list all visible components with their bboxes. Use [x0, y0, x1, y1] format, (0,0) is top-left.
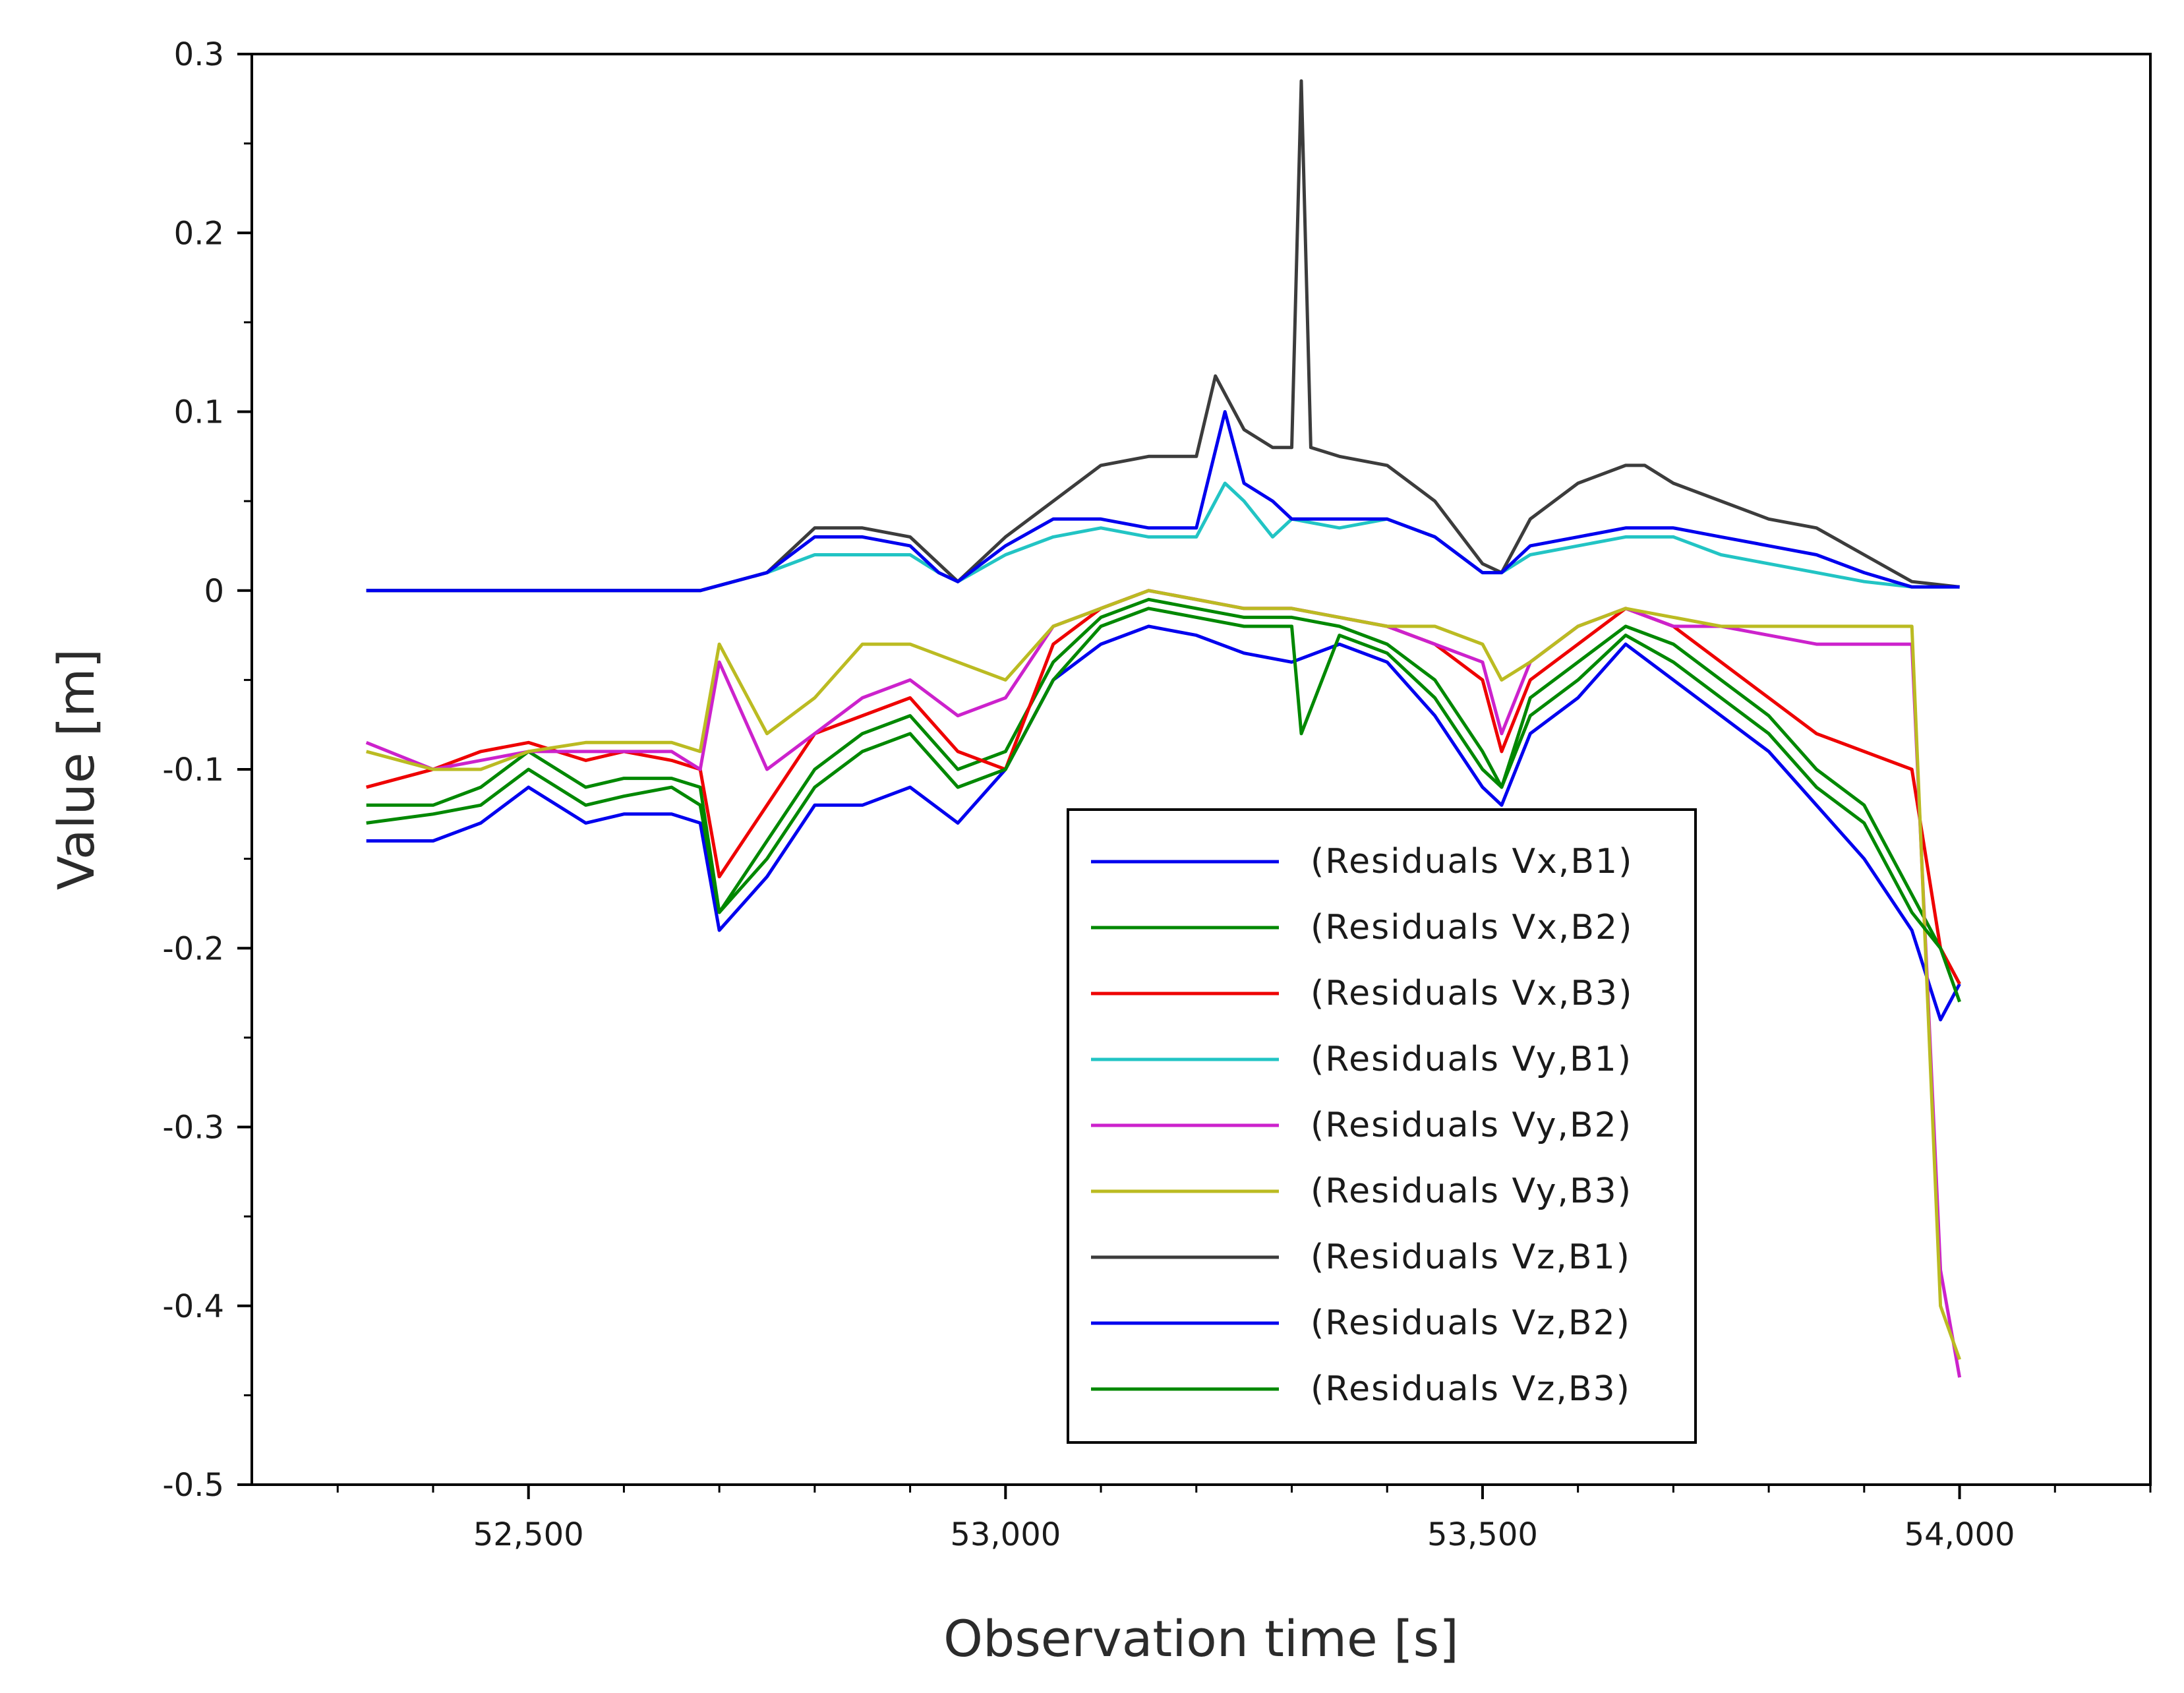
- x-tick-label: 53,500: [1427, 1516, 1538, 1553]
- legend-item: (Residuals Vy,B3): [1091, 1172, 1632, 1211]
- legend-label: (Residuals Vx,B1): [1311, 842, 1633, 881]
- legend-label: (Residuals Vx,B3): [1311, 974, 1633, 1013]
- legend-label: (Residuals Vy,B1): [1311, 1040, 1632, 1079]
- series-line-6: [366, 589, 1961, 1360]
- legend-item: (Residuals Vx,B1): [1091, 842, 1633, 881]
- legend: (Residuals Vx,B1) (Residuals Vx,B2) (Resid…: [1067, 808, 1697, 1444]
- y-tick-label: -0.3: [162, 1110, 224, 1146]
- series-layer: [365, 79, 1962, 1378]
- x-tick-label: 53,000: [950, 1516, 1061, 1553]
- legend-label: (Residuals Vx,B2): [1311, 908, 1633, 947]
- y-axis-title: Value [m]: [47, 649, 105, 890]
- series-line-4: [366, 481, 1960, 593]
- series-line-8: [366, 410, 1960, 593]
- ticks-layer: 0.3 0.2 0.1 0 -0.1 -0.2 -0.3 -0.4 -0.5 52,500 53,0…: [162, 36, 2152, 1553]
- x-tick-label: 52,500: [473, 1516, 584, 1553]
- series-line-1: [366, 624, 1961, 1022]
- y-tick-label: 0.1: [174, 394, 224, 431]
- y-tick-label: 0.2: [174, 215, 224, 252]
- legend-item: (Residuals Vz,B1): [1091, 1237, 1631, 1277]
- legend-item: (Residuals Vz,B3): [1091, 1369, 1631, 1409]
- x-axis-title: Observation time [s]: [943, 1609, 1459, 1668]
- legend-label: (Residuals Vz,B2): [1311, 1303, 1631, 1343]
- legend-item: (Residuals Vz,B2): [1091, 1303, 1631, 1343]
- y-tick-label: -0.5: [162, 1467, 224, 1504]
- series-line-7: [366, 79, 1960, 593]
- x-tick-label: 54,000: [1904, 1516, 2015, 1553]
- y-tick-label: -0.2: [162, 930, 224, 967]
- legend-label: (Residuals Vz,B1): [1311, 1237, 1631, 1277]
- series-line-2: [366, 597, 1961, 985]
- legend-label: (Residuals Vy,B2): [1311, 1106, 1632, 1145]
- y-tick-label: 0.3: [174, 36, 224, 73]
- y-tick-label: -0.4: [162, 1288, 224, 1325]
- legend-item: (Residuals Vx,B2): [1091, 908, 1633, 947]
- legend-item: (Residuals Vy,B2): [1091, 1106, 1632, 1145]
- legend-label: (Residuals Vz,B3): [1311, 1369, 1631, 1409]
- y-tick-label: -0.1: [162, 752, 224, 788]
- legend-label: (Residuals Vy,B3): [1311, 1172, 1632, 1211]
- legend-item: (Residuals Vx,B3): [1091, 974, 1633, 1013]
- legend-item: (Residuals Vy,B1): [1091, 1040, 1632, 1079]
- legend-items: (Residuals Vx,B1) (Residuals Vx,B2) (Resid…: [1091, 842, 1633, 1409]
- y-tick-label: 0: [204, 573, 224, 610]
- series-line-9: [366, 607, 1961, 1003]
